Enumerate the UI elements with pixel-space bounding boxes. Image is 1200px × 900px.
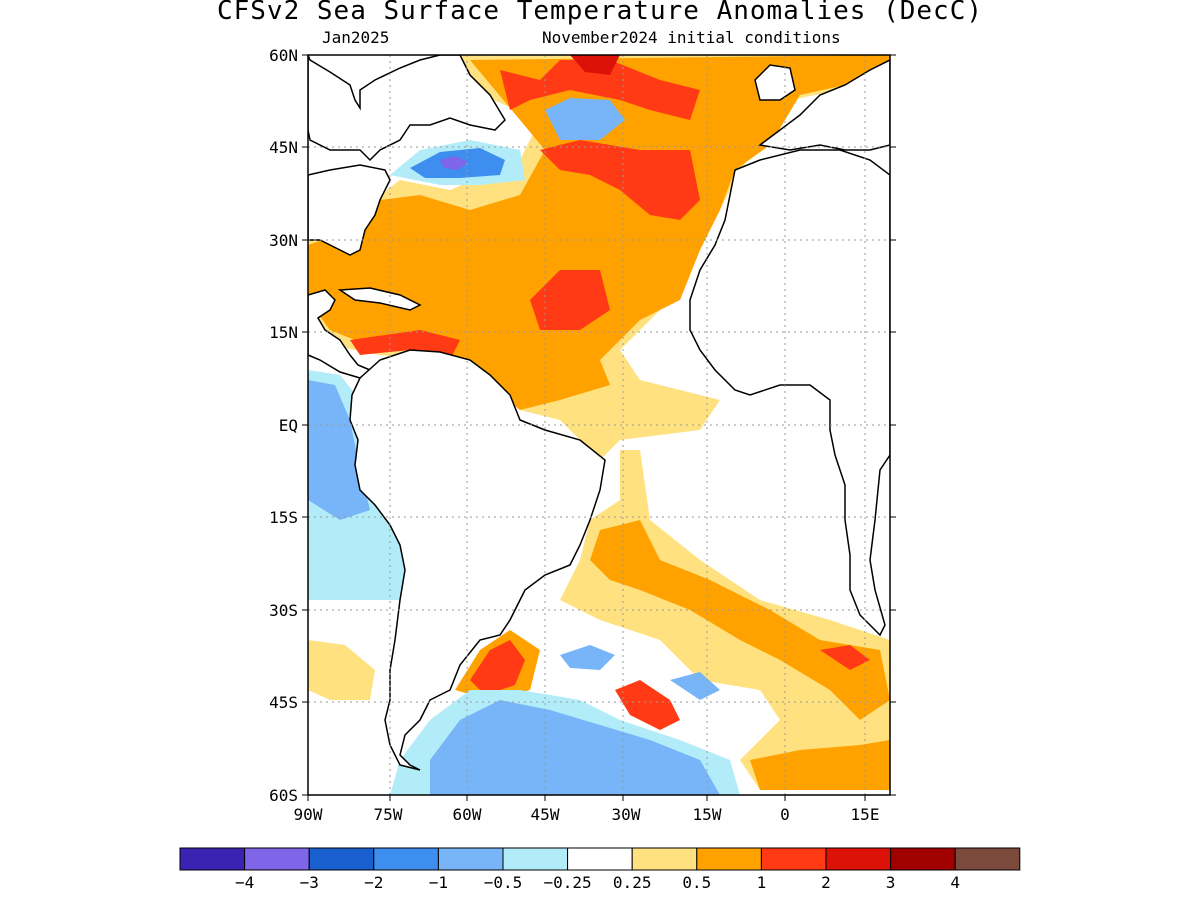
europe-outline: [758, 59, 890, 151]
lat-label-30n: 30N: [269, 231, 298, 250]
lon-label-90w: 90W: [294, 805, 323, 824]
south-america-outline: [349, 349, 606, 771]
graticule: [308, 55, 890, 795]
colorbar-label: −2: [364, 873, 383, 892]
anomaly-region-south-red-2: [820, 645, 870, 670]
colorbar-label: −3: [300, 873, 319, 892]
map-title: CFSv2 Sea Surface Temperature Anomalies …: [216, 0, 984, 26]
colorbar-swatch: [179, 847, 246, 871]
lon-label-15e: 15E: [851, 805, 880, 824]
initial-conditions: November2024 initial conditions: [542, 28, 841, 47]
anomaly-region-darkred: [570, 55, 620, 75]
cuba-outline: [337, 287, 422, 311]
colorbar-swatch: [373, 847, 439, 871]
africa-outline: [689, 149, 890, 637]
anomaly-region-south-cold-blue: [430, 700, 720, 795]
colorbar-swatch: [244, 847, 310, 871]
anomaly-region-north-orange: [308, 55, 890, 410]
colorbar-swatch: [308, 847, 375, 871]
colorbar-swatch: [954, 847, 1021, 871]
lat-label-45s: 45S: [269, 693, 298, 712]
forecast-month: Jan2025: [322, 28, 390, 47]
lat-axis: 60N 45N 30N 15N EQ 15S 30S 45S 60S: [269, 46, 896, 805]
colorbar: −4 −3 −2 −1 −0.5 −0.25 0.25 0.5 1 2 3 4: [179, 847, 1021, 892]
anomaly-region-nw-cold-purple: [440, 156, 468, 170]
colorbar-swatch: [437, 847, 504, 871]
anomaly-region-south-orange: [590, 520, 890, 720]
colorbar-label: 0.5: [682, 873, 711, 892]
lon-axis: 90W 75W 60W 45W 30W 15W 0 15E: [294, 795, 880, 824]
colorbar-label: −0.5: [484, 873, 523, 892]
lat-label-45n: 45N: [269, 138, 298, 157]
anomaly-region-pacific-cold-blue: [308, 380, 370, 520]
lat-label-15n: 15N: [269, 323, 298, 342]
anomaly-region-south-orange-2: [750, 740, 890, 790]
colorbar-label: 2: [821, 873, 831, 892]
central-america-outline: [308, 289, 372, 379]
colorbar-label: −0.25: [544, 873, 592, 892]
colorbar-swatch: [631, 847, 698, 871]
colorbar-label: 1: [757, 873, 767, 892]
colorbar-label: 4: [950, 873, 960, 892]
colorbar-label: −4: [235, 873, 254, 892]
lon-label-75w: 75W: [374, 805, 403, 824]
colorbar-label: 3: [886, 873, 896, 892]
anomaly-region-se-pacific-warm: [308, 640, 375, 700]
lat-label-60s: 60S: [269, 786, 298, 805]
lon-label-45w: 45W: [531, 805, 560, 824]
colorbar-swatch: [567, 847, 633, 871]
north-america-outline: [308, 55, 506, 162]
lat-label-15s: 15S: [269, 508, 298, 527]
lon-label-15w: 15W: [693, 805, 722, 824]
lon-label-60w: 60W: [453, 805, 482, 824]
anomaly-region-red-3: [500, 60, 700, 120]
lat-label-eq: EQ: [279, 416, 298, 435]
lon-label-30w: 30W: [612, 805, 641, 824]
anomaly-region-red-1: [540, 140, 700, 220]
colorbar-swatch: [890, 847, 956, 871]
colorbar-swatch: [760, 847, 827, 871]
colorbar-swatch: [825, 847, 892, 871]
anomaly-region-south-red: [615, 680, 680, 730]
lat-label-60n: 60N: [269, 46, 298, 65]
anomaly-region-south-cold-2: [560, 645, 615, 670]
lat-label-30s: 30S: [269, 601, 298, 620]
land-masses: [308, 55, 890, 771]
anomaly-region-red-2: [530, 270, 610, 330]
colorbar-swatch: [502, 847, 569, 871]
colorbar-label: 0.25: [613, 873, 652, 892]
colorbar-label: −1: [429, 873, 448, 892]
colorbar-swatch: [696, 847, 762, 871]
anomaly-region-plata-red: [470, 640, 525, 695]
lon-label-0: 0: [780, 805, 790, 824]
anomaly-region-mid-cold: [545, 98, 625, 140]
